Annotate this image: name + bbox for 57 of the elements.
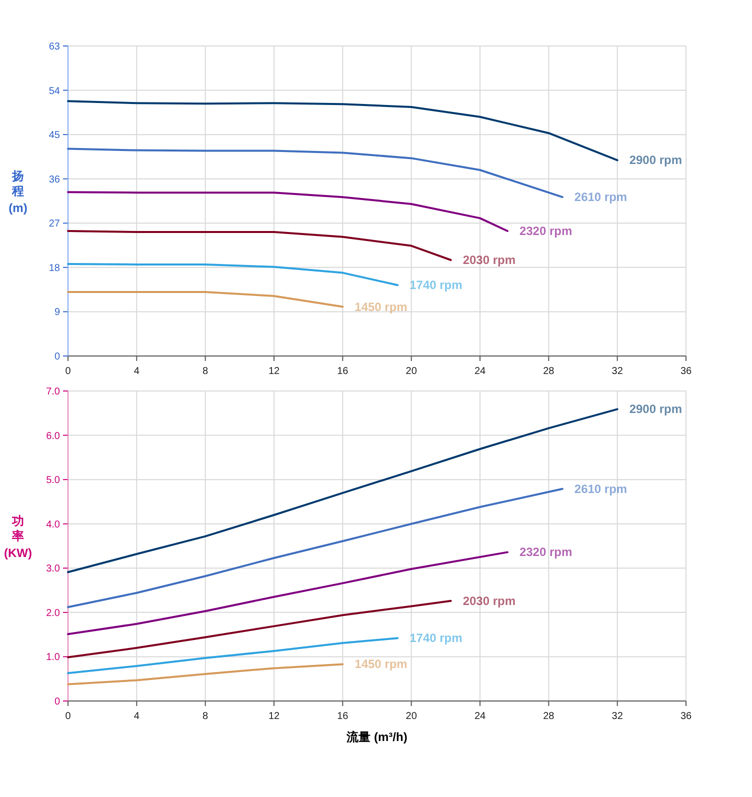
x-tick-label: 12 bbox=[268, 366, 280, 377]
line-series bbox=[67, 100, 618, 162]
x-tick-label: 0 bbox=[65, 711, 72, 722]
x-tick-label: 24 bbox=[474, 366, 486, 377]
x-tick-label: 36 bbox=[680, 711, 692, 722]
line-series bbox=[67, 230, 452, 261]
series-label: 2900 rpm bbox=[629, 402, 682, 416]
x-tick-label: 4 bbox=[134, 366, 140, 377]
y-tick-label: 27 bbox=[48, 218, 60, 230]
x-tick-label: 0 bbox=[65, 366, 72, 377]
y-tick-label: 0 bbox=[54, 352, 60, 362]
y-tick-label: 5.0 bbox=[46, 475, 60, 486]
y-axis-title: 功率 (KW) bbox=[4, 514, 32, 560]
x-tick-label: 32 bbox=[612, 711, 624, 722]
y-tick-label: 63 bbox=[48, 42, 60, 52]
series-label: 2030 rpm bbox=[462, 594, 516, 608]
series-label: 2030 rpm bbox=[462, 253, 516, 268]
x-tick-label: 8 bbox=[202, 711, 209, 722]
x-axis-title: 流量 (m³/h) bbox=[346, 730, 408, 744]
series-label: 1450 rpm bbox=[354, 300, 408, 314]
x-tick-label: 28 bbox=[543, 366, 555, 377]
x-tick-label: 8 bbox=[202, 366, 209, 377]
x-tick-label: 12 bbox=[268, 711, 280, 722]
x-tick-label: 32 bbox=[612, 366, 624, 377]
series-label: 2320 rpm bbox=[519, 545, 572, 560]
y-tick-label: 0 bbox=[54, 696, 60, 708]
y-tick-label: 9 bbox=[54, 307, 60, 318]
y-tick-label: 2.0 bbox=[46, 608, 60, 619]
line-series bbox=[67, 663, 344, 686]
y-tick-label: 36 bbox=[48, 174, 60, 186]
series-label: 2320 rpm bbox=[519, 224, 572, 238]
line-series bbox=[67, 263, 399, 286]
y-tick-label: 7.0 bbox=[46, 386, 60, 398]
y-tick-label: 45 bbox=[48, 130, 60, 142]
series-label: 1740 rpm bbox=[410, 278, 462, 292]
y-tick-label: 18 bbox=[48, 262, 60, 274]
y-tick-label: 54 bbox=[48, 86, 60, 97]
series-label: 2900 rpm bbox=[629, 153, 682, 168]
x-tick-label: 20 bbox=[406, 366, 418, 377]
series-label: 2610 rpm bbox=[574, 190, 628, 204]
x-tick-label: 36 bbox=[680, 366, 692, 377]
x-tick-label: 16 bbox=[337, 711, 349, 722]
line-series bbox=[67, 191, 508, 232]
x-tick-label: 20 bbox=[406, 711, 418, 722]
series-label: 1450 rpm bbox=[354, 657, 408, 672]
series-label: 1740 rpm bbox=[410, 631, 462, 646]
x-tick-label: 28 bbox=[543, 711, 555, 722]
y-axis-title: 扬程 (m) bbox=[8, 169, 28, 215]
x-tick-label: 24 bbox=[474, 711, 486, 722]
y-tick-label: 3.0 bbox=[46, 564, 60, 575]
x-tick-label: 16 bbox=[337, 366, 349, 377]
line-series bbox=[67, 148, 564, 198]
y-tick-label: 6.0 bbox=[46, 430, 60, 442]
x-tick-label: 4 bbox=[134, 711, 140, 722]
y-tick-label: 4.0 bbox=[46, 519, 60, 530]
y-tick-label: 1.0 bbox=[46, 652, 60, 664]
series-label: 2610 rpm bbox=[574, 482, 628, 496]
